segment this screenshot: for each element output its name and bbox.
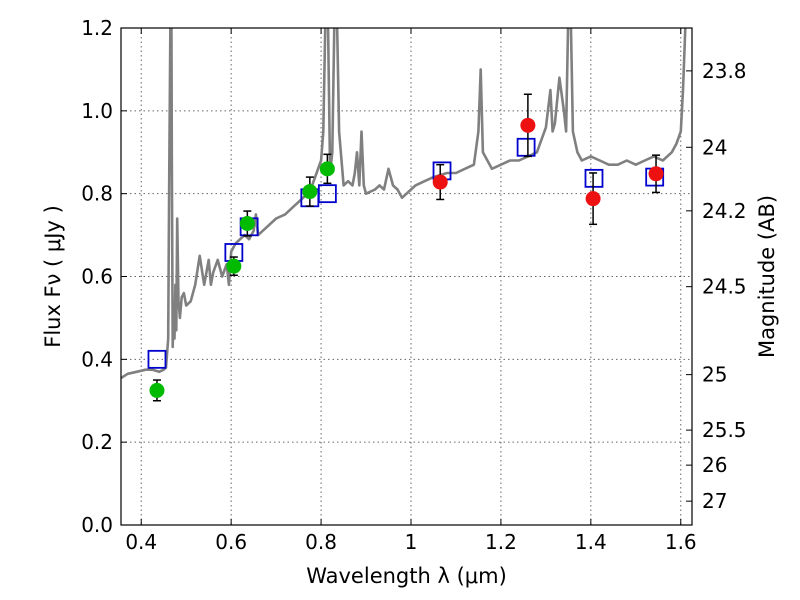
y2-tick-label: 25.5: [702, 418, 747, 442]
y-tick-label: 0.0: [81, 513, 113, 537]
x-tick-label: 0.8: [305, 530, 337, 554]
y2-axis-title: Magnitude (AB): [755, 195, 779, 358]
green-data-point: [302, 184, 318, 200]
x-tick-label: 0.6: [215, 530, 247, 554]
x-axis-title: Wavelength λ (μm): [306, 564, 507, 588]
y-tick-label: 1.2: [81, 16, 113, 40]
green-data-point: [319, 161, 335, 177]
grid: [121, 28, 692, 525]
red-data-point: [520, 117, 536, 133]
model-square-marker: [147, 349, 167, 369]
green-data-point: [226, 258, 242, 274]
y2-tick-label: 24: [702, 135, 727, 159]
plot-frame: [120, 27, 693, 526]
spectrum-line: [121, 28, 687, 380]
red-data-point: [432, 174, 448, 190]
y-tick-label: 0.6: [81, 265, 113, 289]
y-tick-label: 0.8: [81, 182, 113, 206]
x-tick-label: 0.4: [125, 530, 157, 554]
y2-tick-label: 24.5: [702, 275, 747, 299]
model-square-marker: [584, 168, 604, 188]
model-square-marker: [317, 184, 337, 204]
y-axis-title: Flux Fν ( μJy ): [41, 205, 65, 348]
green-data-point: [239, 215, 255, 231]
y2-tick-label: 25: [702, 363, 727, 387]
x-tick-label: 1.6: [665, 530, 697, 554]
axis-ticks: 0.4 0.6 0.8 1 1.2 1.4 1.6 0.0 0.2 0.4 0.6 0.8 1.0 1.2…: [81, 16, 746, 554]
y2-tick-label: 27: [702, 489, 727, 513]
y2-tick-label: 24.2: [702, 199, 747, 223]
y-tick-label: 0.4: [81, 347, 113, 371]
y2-tick-label: 23.8: [702, 59, 747, 83]
y-tick-label: 1.0: [81, 99, 113, 123]
red-data-point: [585, 191, 601, 207]
red-data-point: [648, 166, 664, 182]
x-tick-label: 1.2: [485, 530, 517, 554]
y-tick-label: 0.2: [81, 430, 113, 454]
green-data-point: [149, 382, 165, 398]
plot-series: [121, 28, 687, 402]
x-tick-label: 1: [405, 530, 418, 554]
x-tick-label: 1.4: [575, 530, 607, 554]
y2-tick-label: 26: [702, 453, 727, 477]
